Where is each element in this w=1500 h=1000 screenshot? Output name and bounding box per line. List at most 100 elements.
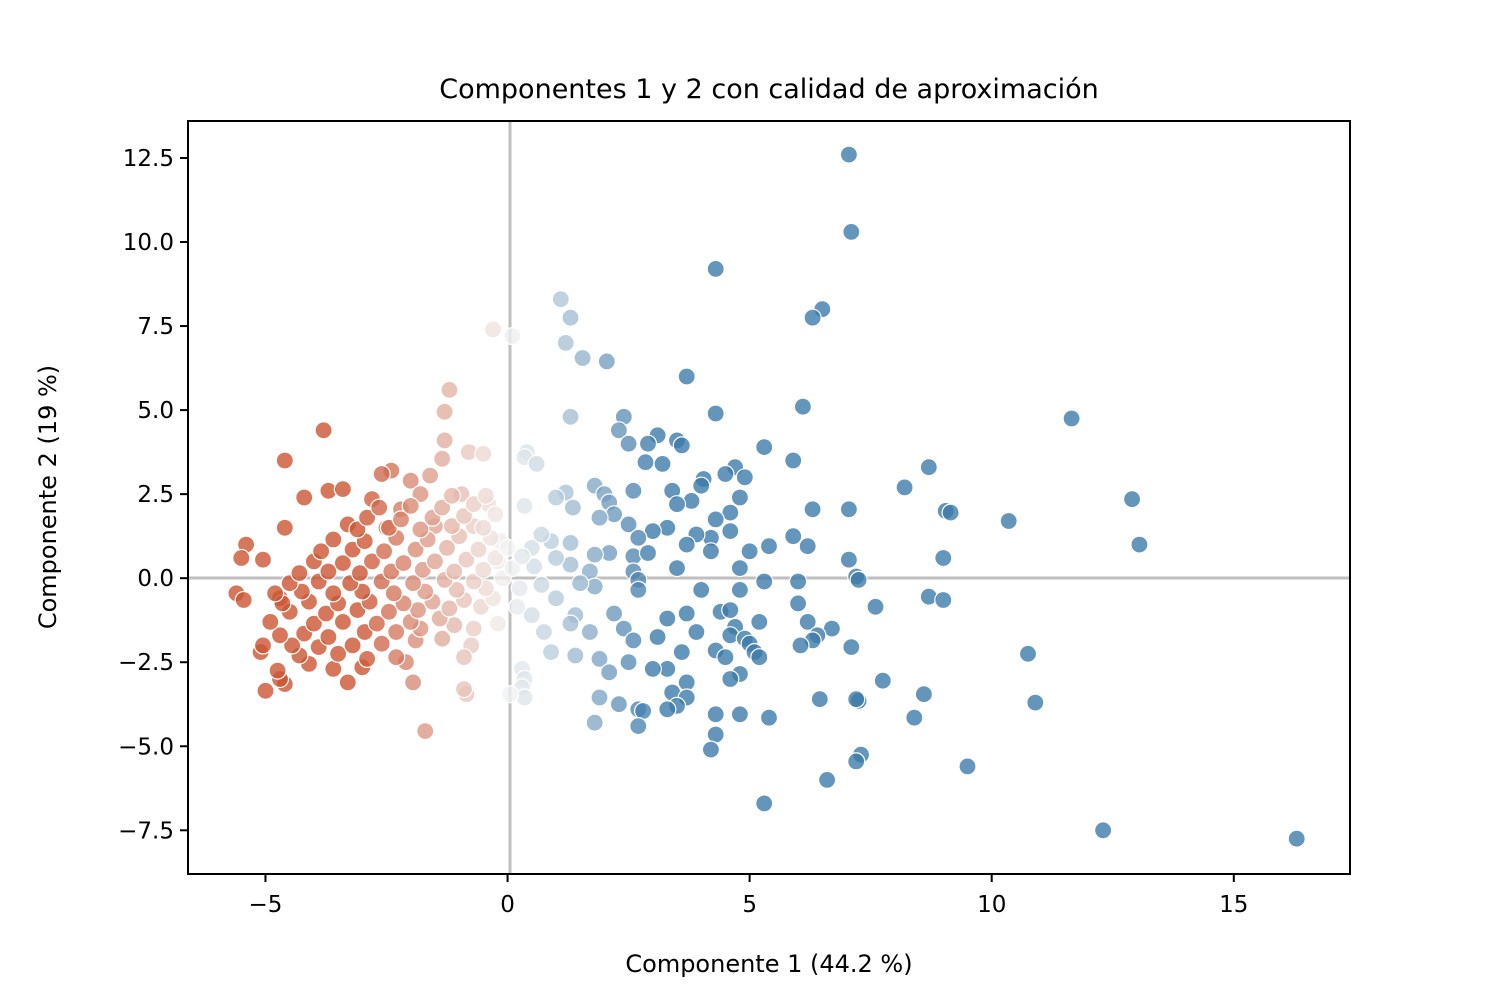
data-point: [721, 503, 740, 522]
data-point: [486, 548, 505, 568]
data-point: [372, 464, 391, 484]
data-point: [319, 627, 338, 647]
data-point: [619, 434, 638, 453]
data-point: [571, 574, 590, 593]
data-point: [379, 602, 398, 621]
data-point: [387, 648, 406, 667]
data-point: [839, 550, 859, 569]
y-tick-label: 12.5: [123, 146, 174, 172]
data-point: [919, 458, 938, 477]
points-layer: [227, 145, 1306, 848]
data-point: [716, 648, 735, 667]
data-point: [1287, 829, 1306, 848]
data-point: [1093, 821, 1113, 840]
data-point: [677, 535, 696, 554]
data-point: [1130, 535, 1149, 554]
data-point: [614, 619, 633, 638]
data-point: [338, 673, 357, 692]
data-point: [730, 580, 750, 600]
data-point: [609, 421, 629, 440]
data-point: [1026, 693, 1045, 712]
data-point: [1018, 644, 1038, 663]
data-point: [561, 308, 580, 327]
data-point: [803, 500, 822, 519]
data-point: [406, 540, 425, 559]
data-point: [561, 407, 580, 426]
data-point: [730, 558, 750, 578]
data-point: [735, 468, 754, 487]
data-point: [256, 681, 275, 700]
data-point: [914, 685, 934, 704]
data-point: [677, 367, 696, 386]
data-point: [266, 584, 285, 603]
data-point: [348, 520, 367, 539]
data-point: [268, 661, 287, 680]
data-point: [498, 538, 517, 558]
plot-frame: [187, 120, 1351, 875]
x-axis: −5 0 5 10 15: [249, 874, 1248, 918]
data-point: [750, 612, 769, 632]
data-point: [474, 518, 493, 537]
data-point: [464, 572, 483, 591]
data-point: [573, 348, 592, 368]
data-point: [580, 622, 600, 642]
data-point: [515, 496, 534, 515]
x-tick-label: 0: [500, 892, 515, 918]
data-point: [319, 562, 338, 581]
data-point: [401, 471, 420, 490]
data-point: [1122, 490, 1142, 509]
data-point: [437, 538, 457, 558]
data-point: [421, 466, 440, 485]
data-point: [721, 521, 740, 541]
data-point: [474, 560, 493, 579]
data-point: [551, 290, 570, 309]
data-point: [905, 708, 924, 727]
data-point: [508, 597, 527, 616]
data-point: [433, 449, 452, 468]
data-point: [387, 622, 406, 642]
data-point: [435, 431, 454, 450]
data-point: [314, 421, 333, 440]
data-point: [290, 563, 309, 583]
data-point: [585, 545, 604, 564]
x-tick-label: 15: [1219, 892, 1248, 918]
data-point: [512, 547, 532, 566]
data-point: [500, 685, 520, 704]
data-point: [672, 642, 691, 662]
data-point: [750, 648, 769, 667]
data-point: [755, 438, 774, 457]
data-point: [701, 542, 721, 561]
data-point: [619, 653, 638, 672]
data-point: [324, 530, 343, 549]
data-point: [648, 627, 667, 647]
data-point: [658, 609, 677, 628]
data-point: [692, 476, 711, 495]
data-point: [486, 505, 505, 524]
data-point: [534, 622, 554, 642]
x-tick-label: −5: [249, 892, 283, 918]
data-point: [716, 464, 735, 484]
data-point: [941, 503, 960, 522]
data-point: [343, 636, 362, 655]
data-point: [324, 659, 343, 679]
data-point: [401, 496, 420, 515]
data-point: [585, 713, 604, 732]
data-point: [525, 557, 544, 576]
data-point: [561, 614, 580, 633]
data-point: [394, 553, 413, 573]
data-point: [604, 604, 624, 623]
data-point: [609, 695, 629, 714]
data-point: [404, 673, 423, 692]
data-point: [411, 485, 430, 504]
data-point: [590, 688, 609, 707]
data-point: [367, 614, 386, 633]
data-point: [510, 579, 529, 598]
data-point: [454, 679, 474, 699]
data-point: [358, 649, 377, 669]
data-point: [667, 495, 687, 514]
data-point: [527, 454, 546, 473]
data-point: [619, 515, 638, 534]
data-point: [999, 511, 1018, 531]
data-point: [701, 740, 721, 759]
data-point: [755, 794, 774, 813]
